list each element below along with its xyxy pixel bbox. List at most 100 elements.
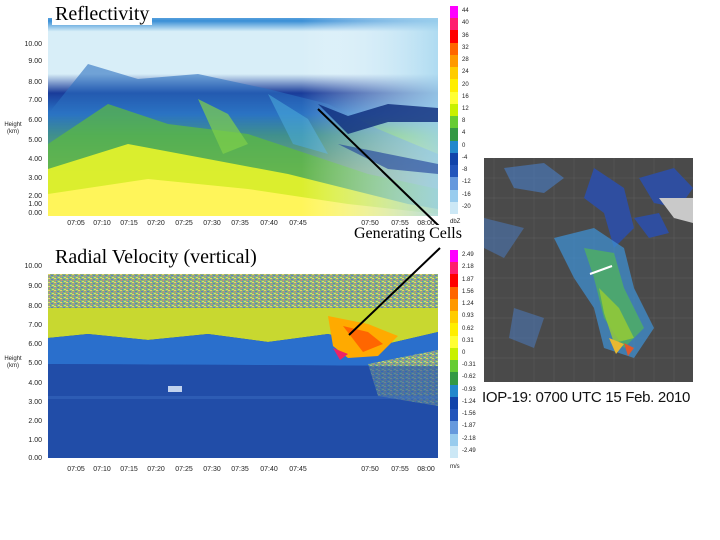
colorbar-swatch bbox=[450, 250, 458, 263]
colorbar-tick-label: 24 bbox=[462, 69, 469, 76]
y-tick-label: 1.00 bbox=[28, 437, 42, 444]
colorbar-tick-label: 1.24 bbox=[462, 301, 474, 308]
y-tick-label: 3.00 bbox=[28, 175, 42, 182]
colorbar-swatch bbox=[450, 140, 458, 154]
y-tick-label: 7.00 bbox=[28, 97, 42, 104]
y-axis-title-line: Height bbox=[4, 122, 22, 128]
reflectivity-colorbar bbox=[450, 6, 458, 215]
arrow-to-reflectivity bbox=[317, 108, 441, 228]
colorbar-swatch bbox=[450, 6, 458, 19]
x-tick-label: 07:50 bbox=[361, 466, 379, 473]
colorbar-swatch bbox=[450, 445, 458, 459]
x-tick-label: 07:05 bbox=[67, 466, 85, 473]
colorbar-tick-label: 1.56 bbox=[462, 288, 474, 295]
x-tick-label: 07:55 bbox=[391, 220, 409, 227]
x-tick-label: 07:25 bbox=[175, 466, 193, 473]
colorbar-tick-label: -8 bbox=[462, 167, 468, 174]
radar-map bbox=[484, 158, 693, 388]
colorbar-tick-label: 12 bbox=[462, 106, 469, 112]
colorbar-tick-label: 0 bbox=[462, 142, 466, 149]
colorbar-swatch bbox=[450, 372, 458, 386]
velocity-panel: Radial Velocity (vertical) 10.00 9.00 8.… bbox=[0, 240, 480, 480]
colorbar-tick-label: 0.62 bbox=[462, 325, 474, 332]
colorbar-swatch bbox=[450, 116, 458, 129]
colorbar-tick-label: -2.18 bbox=[462, 435, 476, 442]
colorbar-tick-label: -0.31 bbox=[462, 362, 476, 369]
colorbar-tick-label: 36 bbox=[462, 32, 469, 39]
y-tick-label: 10.00 bbox=[24, 263, 42, 270]
colorbar-swatch bbox=[450, 128, 458, 142]
y-axis-title-line: (km) bbox=[7, 129, 19, 135]
x-tick-label: 07:55 bbox=[391, 466, 409, 473]
colorbar-tick-label: 0.31 bbox=[462, 337, 474, 344]
y-axis-title-line: Height bbox=[4, 356, 22, 362]
y-tick-label: 6.00 bbox=[28, 341, 42, 348]
colorbar-swatch bbox=[450, 79, 458, 93]
colorbar-swatch bbox=[450, 30, 458, 44]
colorbar-swatch bbox=[450, 360, 458, 373]
colorbar-tick-label: 8 bbox=[462, 118, 466, 125]
colorbar-swatch bbox=[450, 433, 458, 447]
colorbar-tick-label: 28 bbox=[462, 57, 469, 64]
colorbar-swatch bbox=[450, 201, 458, 215]
colorbar-tick-label: -1.87 bbox=[462, 423, 476, 430]
velocity-plot bbox=[48, 246, 438, 458]
velocity-colorbar-unit: m/s bbox=[450, 464, 460, 470]
x-tick-label: 07:25 bbox=[175, 220, 193, 227]
colorbar-tick-label: 16 bbox=[462, 93, 469, 100]
colorbar-tick-label: -0.93 bbox=[462, 386, 476, 393]
colorbar-swatch bbox=[450, 335, 458, 349]
colorbar-swatch bbox=[450, 409, 458, 422]
x-tick-label: 07:45 bbox=[289, 466, 307, 473]
y-tick-label: 10.00 bbox=[24, 41, 42, 48]
colorbar-swatch bbox=[450, 91, 458, 105]
colorbar-tick-label: 40 bbox=[462, 20, 469, 27]
y-tick-label: 9.00 bbox=[28, 58, 42, 65]
colorbar-tick-label: -4 bbox=[462, 154, 468, 161]
colorbar-tick-label: 2.18 bbox=[462, 264, 474, 271]
y-tick-label: 5.00 bbox=[28, 360, 42, 367]
x-tick-label: 07:35 bbox=[231, 220, 249, 227]
colorbar-swatch bbox=[450, 54, 458, 68]
colorbar-swatch bbox=[450, 384, 458, 398]
colorbar-tick-label: 44 bbox=[462, 8, 469, 15]
y-tick-label: 8.00 bbox=[28, 79, 42, 86]
colorbar-swatch bbox=[450, 274, 458, 288]
x-tick-label: 07:15 bbox=[120, 220, 138, 227]
y-tick-label: 2.00 bbox=[28, 418, 42, 425]
colorbar-swatch bbox=[450, 18, 458, 31]
x-tick-label: 07:10 bbox=[93, 466, 111, 473]
colorbar-tick-label: 1.87 bbox=[462, 276, 474, 283]
x-tick-label: 07:45 bbox=[289, 220, 307, 227]
colorbar-swatch bbox=[450, 262, 458, 275]
colorbar-swatch bbox=[450, 323, 458, 337]
colorbar-tick-label: -1.56 bbox=[462, 411, 476, 418]
y-tick-label: 1.00 bbox=[28, 201, 42, 208]
map-caption: IOP-19: 0700 UTC 15 Feb. 2010 bbox=[482, 389, 691, 406]
x-tick-label: 07:20 bbox=[147, 220, 165, 227]
x-tick-label: 07:40 bbox=[260, 220, 278, 227]
colorbar-tick-label: -16 bbox=[462, 191, 471, 198]
colorbar-tick-label: 0 bbox=[462, 350, 466, 356]
colorbar-swatch bbox=[450, 152, 458, 166]
colorbar-tick-label: -20 bbox=[462, 203, 471, 210]
x-tick-label: 07:20 bbox=[147, 466, 165, 473]
x-tick-label: 07:35 bbox=[231, 466, 249, 473]
colorbar-tick-label: 32 bbox=[462, 44, 469, 51]
x-tick-label: 07:15 bbox=[120, 466, 138, 473]
arrow-to-velocity bbox=[348, 247, 441, 336]
y-tick-label: 0.00 bbox=[28, 455, 42, 462]
y-axis-title: Height (km) bbox=[2, 122, 24, 136]
map-image bbox=[484, 158, 693, 388]
reflectivity-colorbar-unit: dbZ bbox=[450, 219, 461, 225]
colorbar-tick-label: 2.49 bbox=[462, 252, 474, 259]
y-tick-label: 7.00 bbox=[28, 322, 42, 329]
colorbar-swatch bbox=[450, 103, 458, 117]
x-tick-label: 07:30 bbox=[203, 466, 221, 473]
x-tick-label: 07:30 bbox=[203, 220, 221, 227]
colorbar-swatch bbox=[450, 298, 458, 312]
colorbar-tick-label: 0.93 bbox=[462, 313, 474, 320]
colorbar-swatch bbox=[450, 165, 458, 178]
colorbar-swatch bbox=[450, 42, 458, 56]
